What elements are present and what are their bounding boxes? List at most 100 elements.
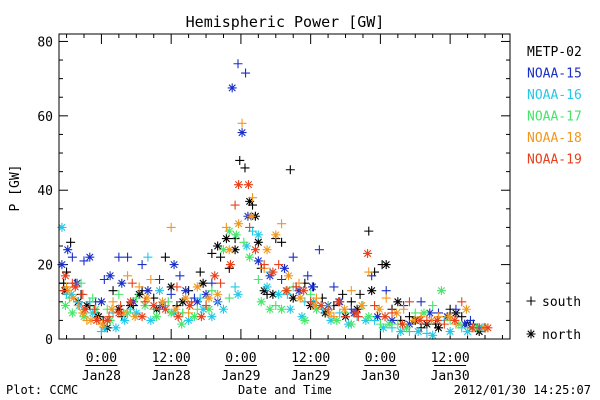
north-point-noaa-18 xyxy=(69,293,79,303)
south-point-noaa-17 xyxy=(253,274,263,284)
north-point-noaa-16 xyxy=(396,327,406,337)
north-point-noaa-17 xyxy=(224,226,234,236)
south-point-noaa-19 xyxy=(404,297,414,307)
north-point-noaa-17 xyxy=(218,245,228,255)
south-point-noaa-17 xyxy=(131,293,141,303)
x-tick-time: 12:00 xyxy=(291,351,330,366)
south-point-noaa-15 xyxy=(155,274,165,284)
plot-frame xyxy=(58,33,511,340)
south-point-noaa-15 xyxy=(79,256,89,266)
south-point-noaa-15 xyxy=(451,304,461,314)
north-point-noaa-18 xyxy=(234,219,244,229)
legend-symbol-south xyxy=(526,296,536,306)
north-point-noaa-18 xyxy=(262,245,272,255)
south-point-metp-02 xyxy=(457,312,467,322)
north-point-noaa-19 xyxy=(415,315,425,325)
north-point-noaa-19 xyxy=(268,267,278,277)
legend-entry-noaa-18: NOAA-18 xyxy=(527,131,582,146)
north-point-noaa-18 xyxy=(374,304,384,314)
south-point-noaa-15 xyxy=(233,59,243,69)
north-point-noaa-16 xyxy=(207,312,217,322)
footer-plot-credit: Plot: CCMC xyxy=(6,383,78,397)
south-point-noaa-18 xyxy=(311,293,321,303)
north-point-noaa-19 xyxy=(70,282,80,292)
south-point-noaa-18 xyxy=(248,193,258,203)
x-tick-time: 0:00 xyxy=(225,351,256,366)
south-point-noaa-18 xyxy=(123,271,133,281)
legend-symbol-north xyxy=(526,329,536,339)
north-point-noaa-17 xyxy=(332,315,342,325)
north-point-noaa-15 xyxy=(143,286,153,296)
south-point-noaa-19 xyxy=(291,282,301,292)
north-point-noaa-16 xyxy=(184,315,194,325)
south-point-noaa-18 xyxy=(381,293,391,303)
north-point-noaa-17 xyxy=(231,230,241,240)
south-point-noaa-15 xyxy=(67,252,77,262)
north-point-noaa-16 xyxy=(111,323,121,333)
south-point-noaa-17 xyxy=(375,319,385,329)
x-tick-date: Jan30 xyxy=(361,369,400,384)
north-point-noaa-17 xyxy=(277,304,287,314)
south-point-noaa-19 xyxy=(457,297,467,307)
north-point-noaa-15 xyxy=(253,256,263,266)
south-point-noaa-19 xyxy=(216,278,226,288)
south-point-noaa-17 xyxy=(192,304,202,314)
north-point-noaa-17 xyxy=(67,308,77,318)
south-point-noaa-18 xyxy=(329,312,339,322)
north-point-noaa-19 xyxy=(60,271,70,281)
south-point-metp-02 xyxy=(285,165,295,175)
north-point-noaa-16 xyxy=(146,315,156,325)
south-point-noaa-19 xyxy=(306,297,316,307)
south-point-noaa-15 xyxy=(416,297,426,307)
north-point-noaa-17 xyxy=(384,319,394,329)
south-point-noaa-15 xyxy=(314,245,324,255)
north-point-noaa-16 xyxy=(233,289,243,299)
legend-entry-noaa-15: NOAA-15 xyxy=(527,67,582,82)
x-tick-time: 12:00 xyxy=(152,351,191,366)
north-point-noaa-18 xyxy=(98,319,108,329)
north-point-noaa-18 xyxy=(107,304,117,314)
south-point-metp-02 xyxy=(216,252,226,262)
north-point-noaa-16 xyxy=(445,327,455,337)
south-point-noaa-15 xyxy=(166,289,176,299)
south-point-noaa-18 xyxy=(346,286,356,296)
south-point-noaa-15 xyxy=(465,315,475,325)
north-point-noaa-19 xyxy=(149,301,159,311)
south-point-noaa-19 xyxy=(387,308,397,318)
north-point-noaa-15 xyxy=(404,319,414,329)
north-point-noaa-16 xyxy=(198,304,208,314)
south-point-metp-02 xyxy=(277,237,287,247)
north-point-noaa-15 xyxy=(294,286,304,296)
south-point-noaa-15 xyxy=(303,271,313,281)
north-point-noaa-15 xyxy=(387,315,397,325)
series-noaa-19 xyxy=(58,180,493,333)
north-point-noaa-17 xyxy=(245,252,255,262)
south-point-noaa-19 xyxy=(187,297,197,307)
north-point-noaa-19 xyxy=(92,315,102,325)
south-point-metp-02 xyxy=(207,248,217,258)
south-point-noaa-16 xyxy=(422,328,432,338)
north-point-noaa-18 xyxy=(181,293,191,303)
south-point-noaa-18 xyxy=(221,222,231,232)
x-tick-date: Jan29 xyxy=(291,369,330,384)
x-tick-date: Jan28 xyxy=(152,369,191,384)
north-point-noaa-18 xyxy=(224,245,234,255)
north-point-noaa-19 xyxy=(196,312,206,322)
south-point-noaa-18 xyxy=(108,297,118,307)
north-point-noaa-17 xyxy=(300,315,310,325)
x-tick-time: 12:00 xyxy=(431,351,470,366)
north-point-noaa-19 xyxy=(80,304,90,314)
south-point-noaa-19 xyxy=(353,312,363,322)
north-point-noaa-19 xyxy=(210,271,220,281)
north-point-noaa-15 xyxy=(372,312,382,322)
y-axis-label: P [GW] xyxy=(8,165,23,212)
north-point-noaa-16 xyxy=(413,327,423,337)
north-point-noaa-19 xyxy=(299,286,309,296)
south-point-noaa-19 xyxy=(104,312,114,322)
north-point-noaa-17 xyxy=(204,304,214,314)
north-point-metp-02 xyxy=(230,245,240,255)
north-point-noaa-15 xyxy=(192,297,202,307)
north-point-noaa-17 xyxy=(166,308,176,318)
north-point-metp-02 xyxy=(134,289,144,299)
north-point-metp-02 xyxy=(367,286,377,296)
